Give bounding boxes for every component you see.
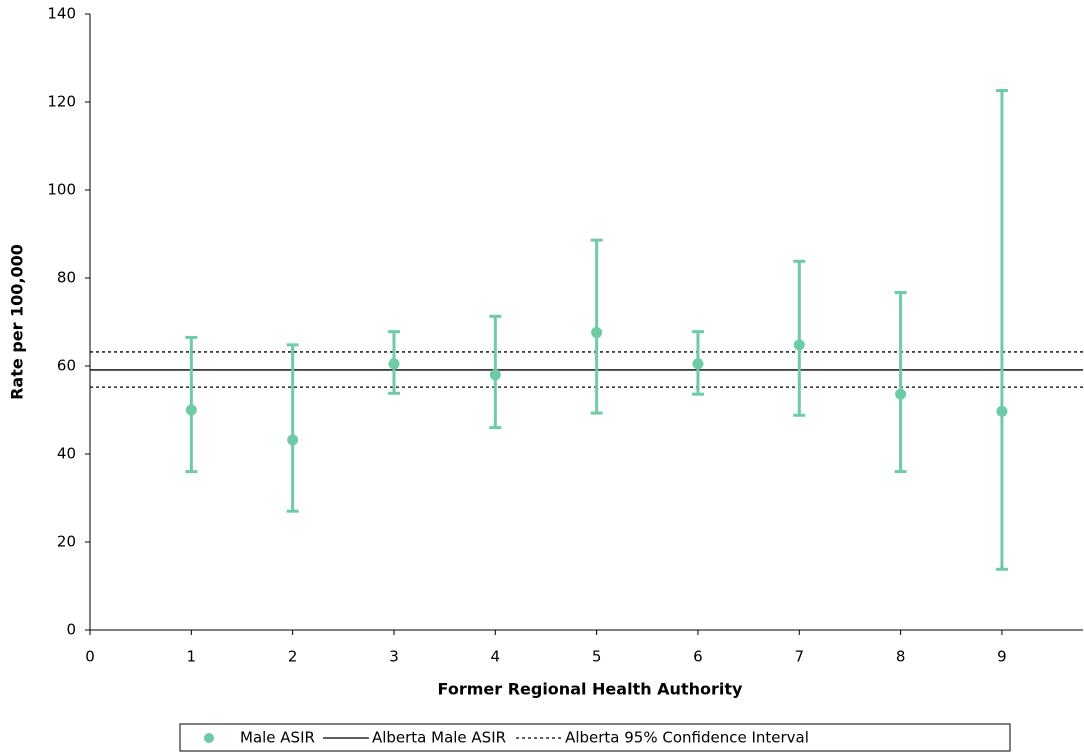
point xyxy=(489,369,501,381)
x-tick-label: 2 xyxy=(288,648,298,666)
point xyxy=(185,404,197,416)
x-tick-label: 0 xyxy=(85,648,95,666)
point xyxy=(692,358,704,370)
legend-marker xyxy=(204,733,214,743)
y-tick-label: 140 xyxy=(47,5,76,23)
x-tick-label: 4 xyxy=(491,648,501,666)
x-axis-label: Former Regional Health Authority xyxy=(438,680,743,699)
y-tick-label: 120 xyxy=(47,93,76,111)
y-tick-label: 80 xyxy=(57,269,76,287)
y-tick-label: 20 xyxy=(57,533,76,551)
point xyxy=(996,405,1008,417)
x-tick-label: 5 xyxy=(592,648,602,666)
legend-label: Alberta 95% Confidence Interval xyxy=(565,729,809,747)
legend-label: Alberta Male ASIR xyxy=(372,729,506,747)
legend-label: Male ASIR xyxy=(240,729,315,747)
point xyxy=(287,434,299,446)
x-tick-label: 9 xyxy=(997,648,1007,666)
point xyxy=(793,339,805,351)
point xyxy=(388,358,400,370)
y-tick-label: 60 xyxy=(57,357,76,375)
x-tick-label: 1 xyxy=(187,648,197,666)
y-tick-label: 40 xyxy=(57,445,76,463)
y-tick-label: 100 xyxy=(47,181,76,199)
y-tick-label: 0 xyxy=(66,621,76,639)
legend-box xyxy=(179,723,1011,752)
x-tick-label: 6 xyxy=(693,648,703,666)
x-tick-label: 3 xyxy=(389,648,399,666)
x-tick-label: 7 xyxy=(795,648,805,666)
point xyxy=(591,327,603,339)
x-tick-label: 8 xyxy=(896,648,906,666)
y-axis-label: Rate per 100,000 xyxy=(8,244,27,400)
point xyxy=(895,388,907,400)
